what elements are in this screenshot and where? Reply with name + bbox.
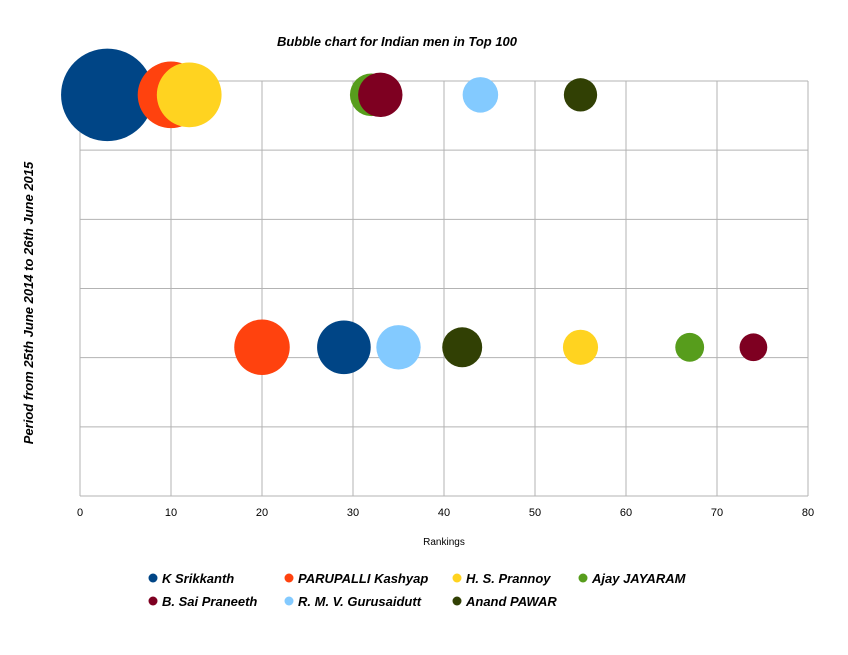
chart-title: Bubble chart for Indian men in Top 100: [277, 34, 518, 49]
bubble: [739, 333, 768, 362]
y-axis-label: Period from 25th June 2014 to 26th June …: [21, 161, 36, 444]
legend-label: R. M. V. Gurusaidutt: [298, 594, 422, 609]
x-tick-label: 20: [256, 507, 268, 519]
grid: [79, 80, 809, 497]
legend-marker: [452, 573, 462, 583]
bubble: [442, 327, 483, 368]
legend-marker: [148, 596, 158, 606]
x-tick-label: 30: [347, 507, 359, 519]
bubbles: [61, 48, 768, 376]
bubble: [675, 332, 705, 362]
x-tick-label: 10: [165, 507, 177, 519]
legend-marker: [148, 573, 158, 583]
legend-marker: [284, 573, 294, 583]
x-tick-label: 40: [438, 507, 450, 519]
bubble: [358, 72, 403, 118]
x-axis-label: Rankings: [423, 537, 465, 548]
bubble: [376, 325, 421, 370]
bubble: [317, 320, 371, 375]
bubble: [234, 319, 290, 376]
x-tick-label: 60: [620, 507, 632, 519]
bubble: [462, 77, 499, 113]
legend-marker: [578, 573, 588, 583]
x-tick-label: 0: [77, 507, 83, 519]
bubble: [562, 329, 599, 365]
legend-marker: [452, 596, 462, 606]
legend-label: Anand PAWAR: [465, 594, 557, 609]
bubble: [563, 78, 598, 112]
legend-label: Ajay JAYARAM: [591, 571, 687, 586]
x-tick-label: 70: [711, 507, 723, 519]
bubble: [61, 48, 154, 142]
x-tick-label: 50: [529, 507, 541, 519]
legend-label: PARUPALLI Kashyap: [298, 571, 428, 586]
legend-label: K Srikkanth: [162, 571, 234, 586]
x-tick-labels: 0 10 20 30 40 50 60 70 80: [77, 507, 814, 519]
legend-label: B. Sai Praneeth: [162, 594, 257, 609]
bubble: [156, 62, 222, 128]
x-tick-label: 80: [802, 507, 814, 519]
legend-label: H. S. Prannoy: [466, 571, 551, 586]
legend: K Srikkanth PARUPALLI Kashyap H. S. Pranno…: [148, 571, 687, 609]
legend-marker: [284, 596, 294, 606]
